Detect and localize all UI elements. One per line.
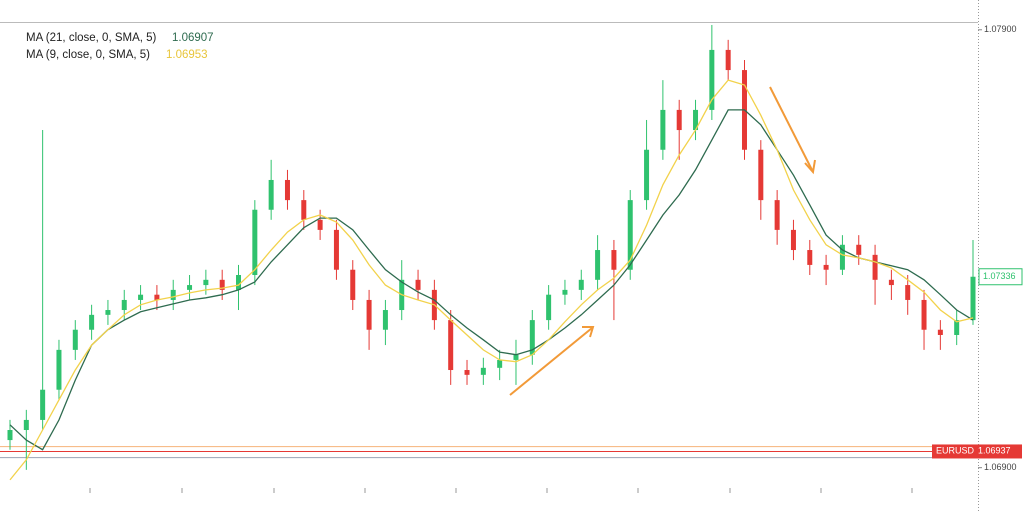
y-tick-label: 1.06900 — [984, 462, 1017, 472]
candle-body — [333, 229, 339, 270]
candle-body — [7, 430, 13, 441]
candle-body — [807, 250, 813, 265]
candle-body — [317, 219, 323, 230]
symbol-name: EURUSD — [936, 446, 975, 456]
candle-body — [366, 299, 372, 330]
candle-body — [937, 329, 943, 335]
candle-body — [790, 229, 796, 251]
candle-body — [236, 274, 242, 290]
candle-body — [595, 250, 601, 280]
candle-body — [415, 279, 421, 290]
candle-body — [23, 419, 29, 431]
candle-body — [856, 244, 862, 255]
candle-body — [497, 359, 503, 368]
candle-body — [56, 349, 62, 390]
legend-name: MA (9, close, 0, SMA, 5) — [26, 49, 150, 61]
candle-body — [284, 179, 290, 201]
symbol-price-label: 1.06937 — [978, 446, 1011, 456]
candle-body — [154, 294, 160, 300]
candle-body — [839, 244, 845, 270]
candle-body — [72, 329, 78, 350]
legend-name: MA (21, close, 0, SMA, 5) — [26, 32, 157, 44]
candle-body — [888, 279, 894, 286]
ma-line — [9, 109, 974, 451]
candle-body — [105, 310, 111, 315]
legend: MA (21, close, 0, SMA, 5) 1.06907 MA (9,… — [26, 32, 214, 61]
candle-body — [301, 200, 307, 220]
symbol-price-tag — [932, 444, 1022, 459]
candle-body — [480, 367, 486, 375]
candle-body — [448, 320, 454, 371]
candle-body — [774, 200, 780, 230]
candle-body — [252, 209, 258, 275]
legend-value: 1.06953 — [166, 49, 208, 61]
candle-body — [562, 289, 568, 295]
last-price-tag — [978, 268, 1023, 286]
candle-body — [350, 269, 356, 300]
candle-body — [872, 254, 878, 280]
trend-arrows — [509, 86, 816, 396]
candle-body — [513, 354, 519, 360]
candle-body — [170, 289, 176, 300]
candle-body — [89, 314, 95, 330]
candle-body — [546, 294, 552, 321]
candle-body — [660, 109, 666, 150]
y-tick-label: 1.07900 — [984, 24, 1017, 34]
candle-body — [693, 109, 699, 131]
last-price-label: 1.07336 — [983, 271, 1016, 281]
candle-body — [627, 200, 633, 270]
candle-body — [758, 149, 764, 201]
candle-body — [203, 279, 209, 286]
candle-body — [187, 285, 193, 290]
candle-body — [905, 285, 911, 300]
candle-body — [121, 299, 127, 311]
candle-body — [970, 276, 976, 321]
candle-body — [676, 109, 682, 131]
candle-body — [578, 279, 584, 290]
time-ticks — [89, 488, 913, 493]
candle-body — [40, 389, 46, 420]
candle-body — [138, 294, 144, 300]
ma-line — [9, 79, 974, 481]
candle-body — [268, 179, 274, 210]
candle-body — [725, 49, 731, 71]
candle-body — [954, 320, 960, 335]
candle-body — [921, 299, 927, 330]
candle-body — [529, 320, 535, 355]
symbol-price-text: EURUSD 1.06937 — [936, 446, 1011, 456]
candle-body — [382, 310, 388, 330]
candle-body — [464, 370, 470, 375]
candle-body — [823, 264, 829, 270]
candle-body — [611, 250, 617, 270]
candle-body — [644, 149, 650, 201]
candle-body — [709, 49, 715, 110]
legend-value: 1.06907 — [172, 32, 214, 44]
candle-body — [219, 279, 225, 290]
